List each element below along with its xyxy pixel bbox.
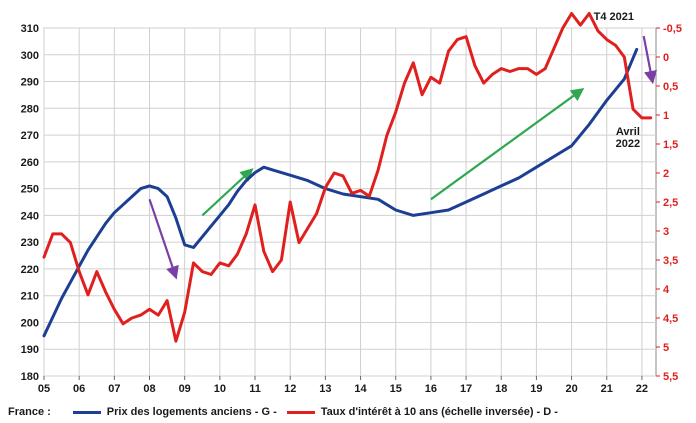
right-tick-label: 4 [663, 284, 670, 296]
annotations: T4 2021 Avril 2022 [594, 11, 640, 150]
left-tick-label: 260 [21, 157, 39, 169]
x-axis: 05 06 07 08 09 10 11 12 13 14 15 16 17 18 19 20 21 22 [38, 376, 648, 395]
right-tick-label: -0,5 [663, 23, 682, 35]
legend-item-rate: Taux d'intérêt à 10 ans (échelle inversé… [286, 406, 558, 418]
left-y-axis: 180 190 200 210 220 230 240 250 260 270 280 290 300 3… [21, 23, 39, 383]
legend-label-price: Prix des logements anciens - G - [106, 406, 277, 418]
annotation-avril-2022: Avril 2022 [616, 126, 640, 150]
x-tick-label: 17 [460, 383, 472, 395]
trend-arrow [148, 198, 179, 280]
x-tick-label: 15 [390, 383, 402, 395]
right-tick-label: 4,5 [663, 313, 678, 325]
right-tick-label: 1,5 [663, 139, 678, 151]
legend-swatch-rate [286, 410, 315, 414]
x-tick-label: 14 [354, 383, 367, 395]
left-tick-label: 190 [21, 344, 39, 356]
trend-arrows [148, 35, 657, 280]
trend-arrow [430, 88, 585, 201]
x-tick-label: 21 [601, 383, 613, 395]
left-tick-label: 230 [21, 237, 39, 249]
series-lines [42, 12, 653, 343]
left-tick-label: 210 [21, 291, 39, 303]
rate-series-line [42, 12, 653, 343]
left-tick-label: 270 [21, 130, 39, 142]
annotation-t4-2021: T4 2021 [594, 11, 634, 23]
right-tick-label: 1 [663, 110, 669, 122]
right-tick-label: 2,5 [663, 197, 678, 209]
right-tick-label: 5,5 [663, 371, 678, 383]
x-tick-label: 06 [73, 383, 85, 395]
left-tick-label: 300 [21, 50, 39, 62]
trend-arrow [642, 35, 657, 85]
right-tick-label: 5 [663, 342, 669, 354]
left-tick-label: 180 [21, 371, 39, 383]
right-tick-label: 0 [663, 52, 669, 64]
x-tick-label: 10 [214, 383, 226, 395]
legend-label-rate: Taux d'intérêt à 10 ans (échelle inversé… [320, 406, 558, 418]
legend-country-label: France : [8, 406, 51, 418]
x-tick-label: 13 [319, 383, 331, 395]
x-tick-label: 08 [143, 383, 155, 395]
left-tick-label: 220 [21, 264, 39, 276]
left-tick-label: 280 [21, 103, 39, 115]
right-tick-label: 2 [663, 168, 669, 180]
x-tick-label: 16 [425, 383, 437, 395]
right-tick-label: 3 [663, 226, 669, 238]
legend: France : Prix des logements anciens - G … [8, 404, 568, 420]
gridlines [43, 27, 657, 377]
x-tick-label: 12 [284, 383, 296, 395]
legend-item-price: Prix des logements anciens - G - [72, 406, 277, 418]
right-y-axis: -0,5 0 0,5 1 1,5 2 2,5 3 3,5 4 4,5 5 5,5 [656, 23, 682, 383]
right-tick-label: 3,5 [663, 255, 678, 267]
x-tick-label: 07 [108, 383, 120, 395]
x-tick-label: 20 [565, 383, 577, 395]
plot-frame [43, 27, 657, 377]
x-tick-label: 11 [249, 383, 261, 395]
right-tick-label: 0,5 [663, 81, 678, 93]
trend-arrow [201, 168, 254, 217]
x-tick-label: 22 [636, 383, 648, 395]
price-series-line [42, 47, 639, 338]
x-tick-label: 19 [530, 383, 542, 395]
x-tick-label: 09 [179, 383, 191, 395]
left-tick-label: 250 [21, 184, 39, 196]
x-tick-label: 05 [38, 383, 50, 395]
left-tick-label: 240 [21, 210, 39, 222]
left-tick-label: 200 [21, 317, 39, 329]
chart-canvas: 05 06 07 08 09 10 11 12 13 14 15 16 17 18 19 20 21 22 180… [21, 11, 682, 395]
x-tick-label: 18 [495, 383, 507, 395]
legend-swatch-price [72, 410, 101, 414]
left-tick-label: 290 [21, 77, 39, 89]
left-tick-label: 310 [21, 23, 39, 35]
